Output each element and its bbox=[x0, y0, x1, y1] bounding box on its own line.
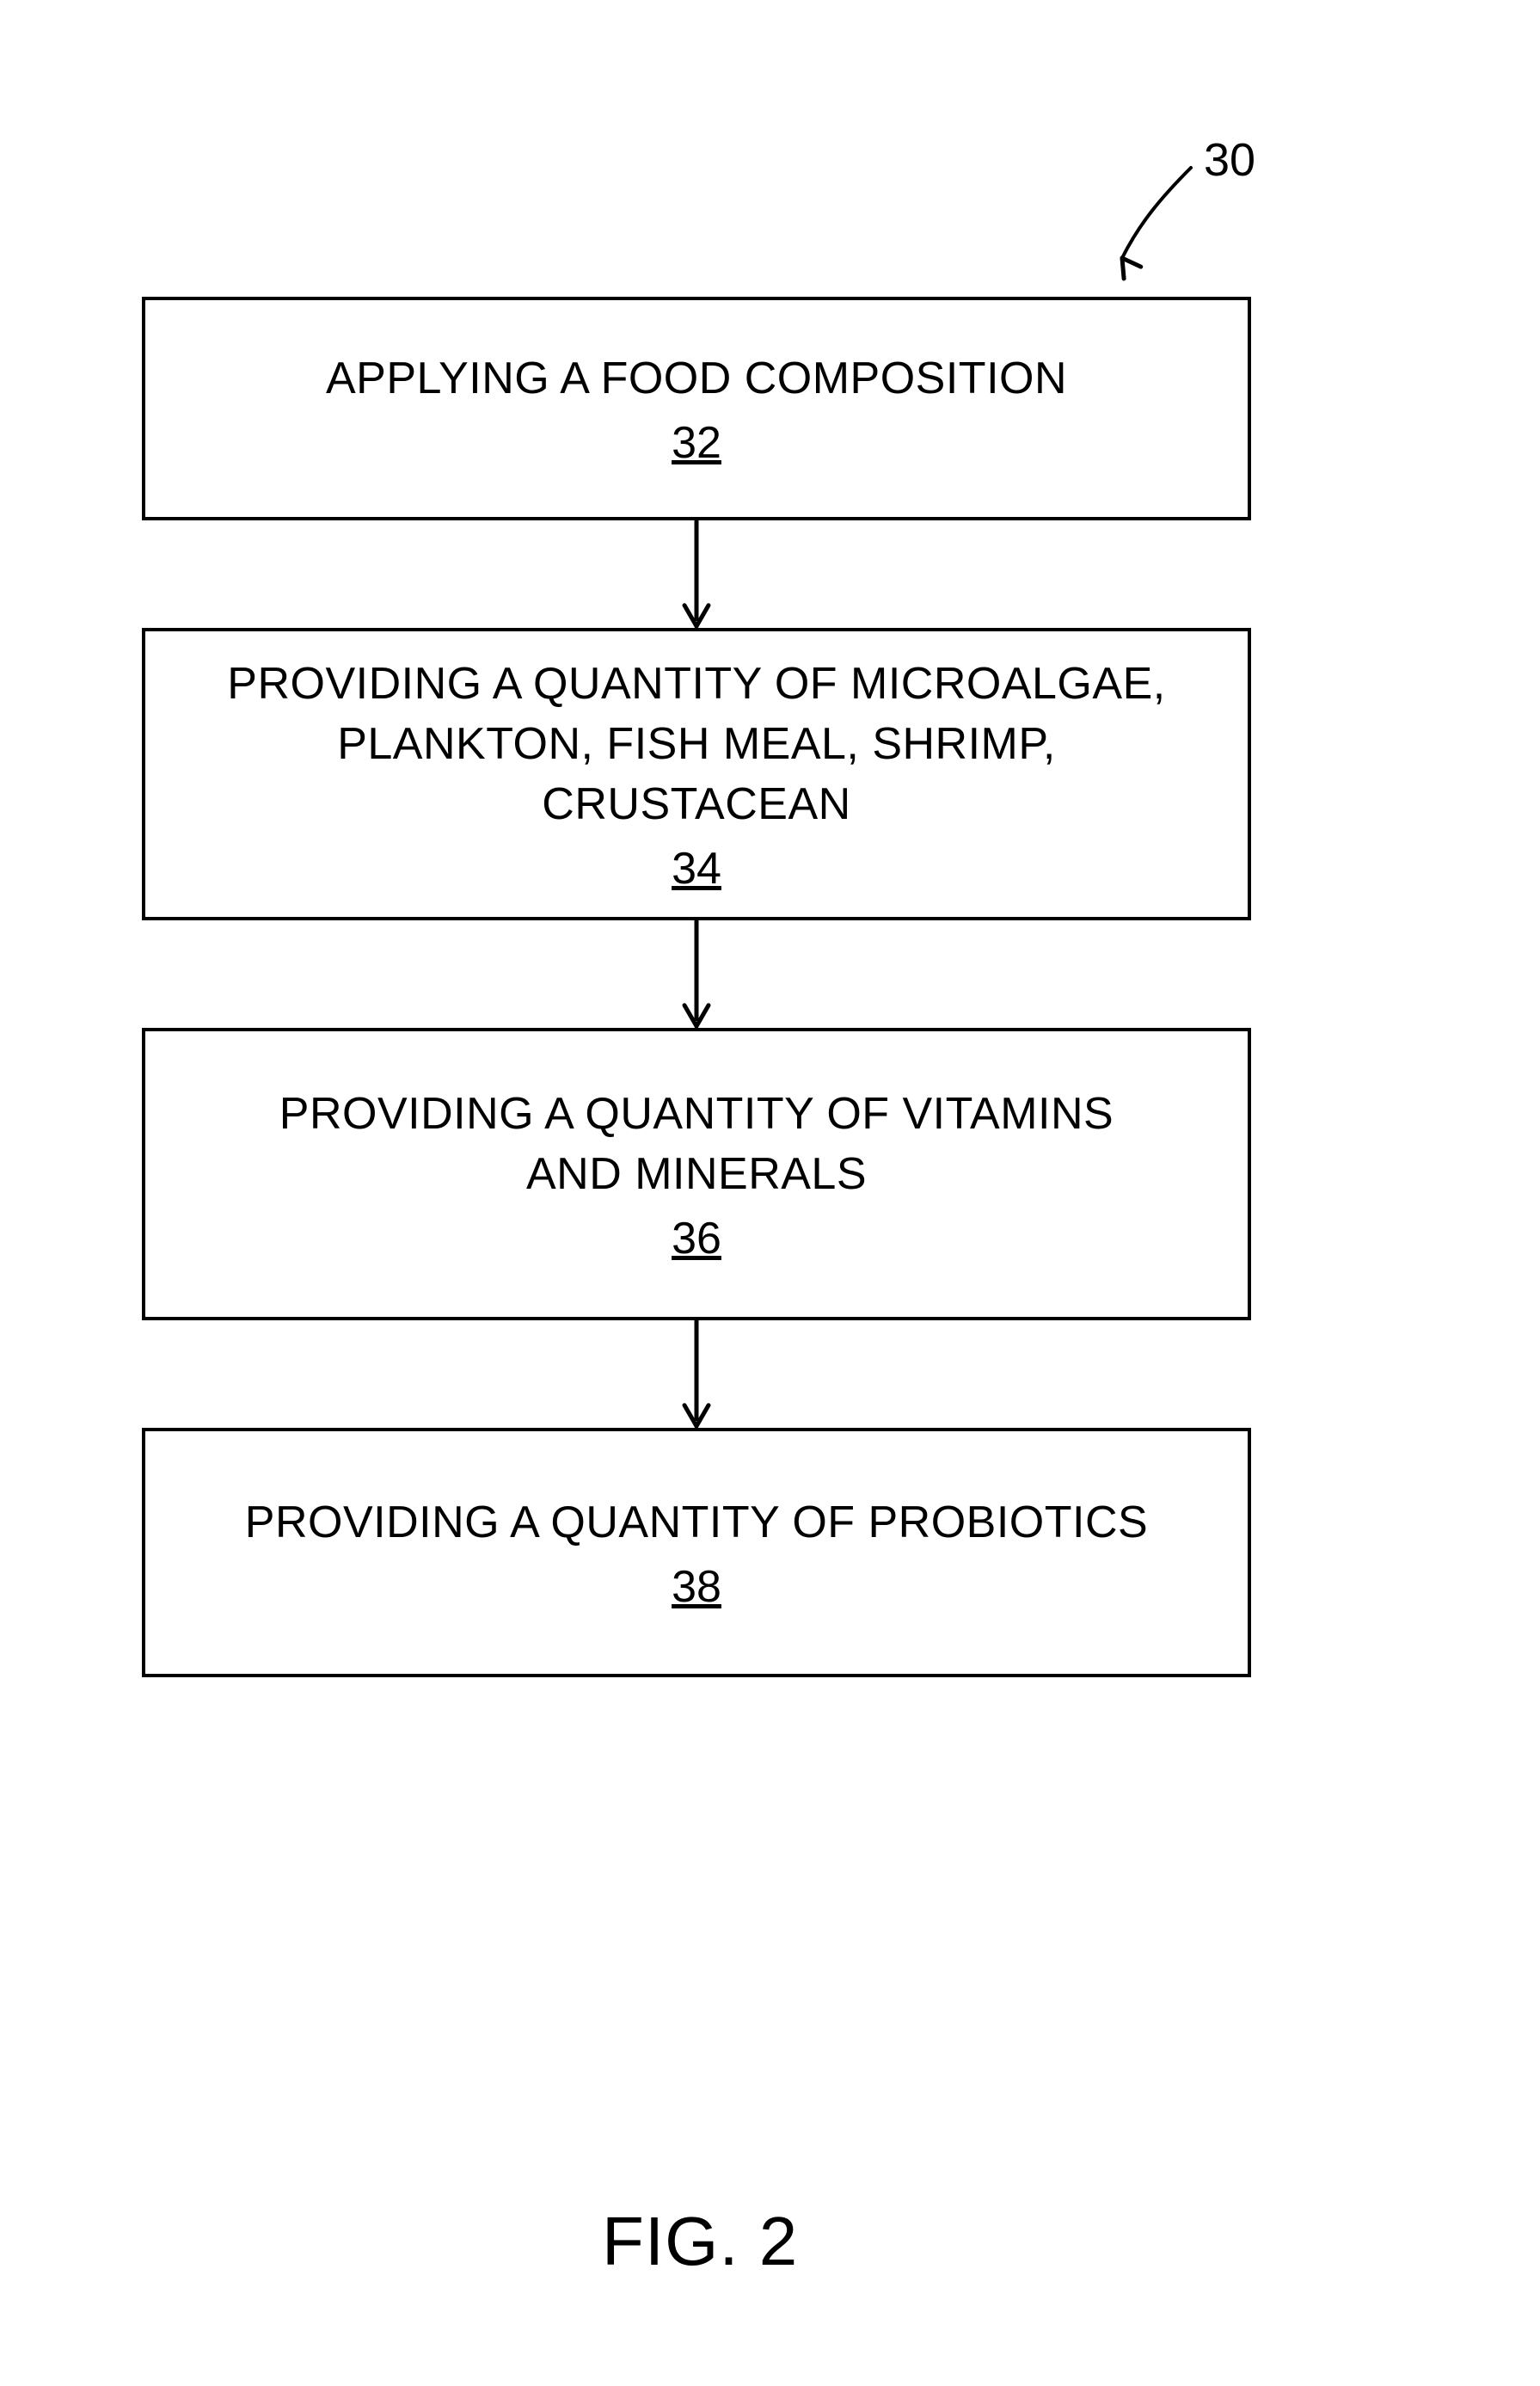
flow-node-38-title: PROVIDING A QUANTITY OF PROBIOTICS bbox=[245, 1492, 1148, 1553]
flow-node-36-line-1: PROVIDING A QUANTITY OF VITAMINS bbox=[279, 1089, 1114, 1139]
diagram-page: APPLYING A FOOD COMPOSITION 32 PROVIDING… bbox=[0, 0, 1540, 2386]
figure-caption: FIG. 2 bbox=[602, 2202, 798, 2281]
flow-node-36-title: PROVIDING A QUANTITY OF VITAMINS AND MIN… bbox=[279, 1084, 1114, 1204]
flow-node-32-title: APPLYING A FOOD COMPOSITION bbox=[326, 348, 1067, 409]
flow-node-36-ref: 36 bbox=[672, 1213, 721, 1264]
flow-node-34-line-2: PLANKTON, FISH MEAL, SHRIMP, CRUSTACEAN bbox=[337, 719, 1056, 829]
flow-node-32-ref: 32 bbox=[672, 417, 721, 469]
flow-node-32-line-1: APPLYING A FOOD COMPOSITION bbox=[326, 354, 1067, 403]
flow-node-34: PROVIDING A QUANTITY OF MICROALGAE, PLAN… bbox=[142, 628, 1251, 920]
flow-node-34-ref: 34 bbox=[672, 843, 721, 895]
flow-node-32: APPLYING A FOOD COMPOSITION 32 bbox=[142, 297, 1251, 520]
flow-node-34-line-1: PROVIDING A QUANTITY OF MICROALGAE, bbox=[227, 659, 1165, 709]
diagram-ref-label-30: 30 bbox=[1204, 133, 1255, 187]
flow-node-38-ref: 38 bbox=[672, 1561, 721, 1613]
flow-node-36: PROVIDING A QUANTITY OF VITAMINS AND MIN… bbox=[142, 1028, 1251, 1320]
flow-node-36-line-2: AND MINERALS bbox=[526, 1149, 867, 1199]
flow-node-38: PROVIDING A QUANTITY OF PROBIOTICS 38 bbox=[142, 1428, 1251, 1677]
flow-node-34-title: PROVIDING A QUANTITY OF MICROALGAE, PLAN… bbox=[180, 654, 1213, 835]
flow-node-38-line-1: PROVIDING A QUANTITY OF PROBIOTICS bbox=[245, 1497, 1148, 1547]
